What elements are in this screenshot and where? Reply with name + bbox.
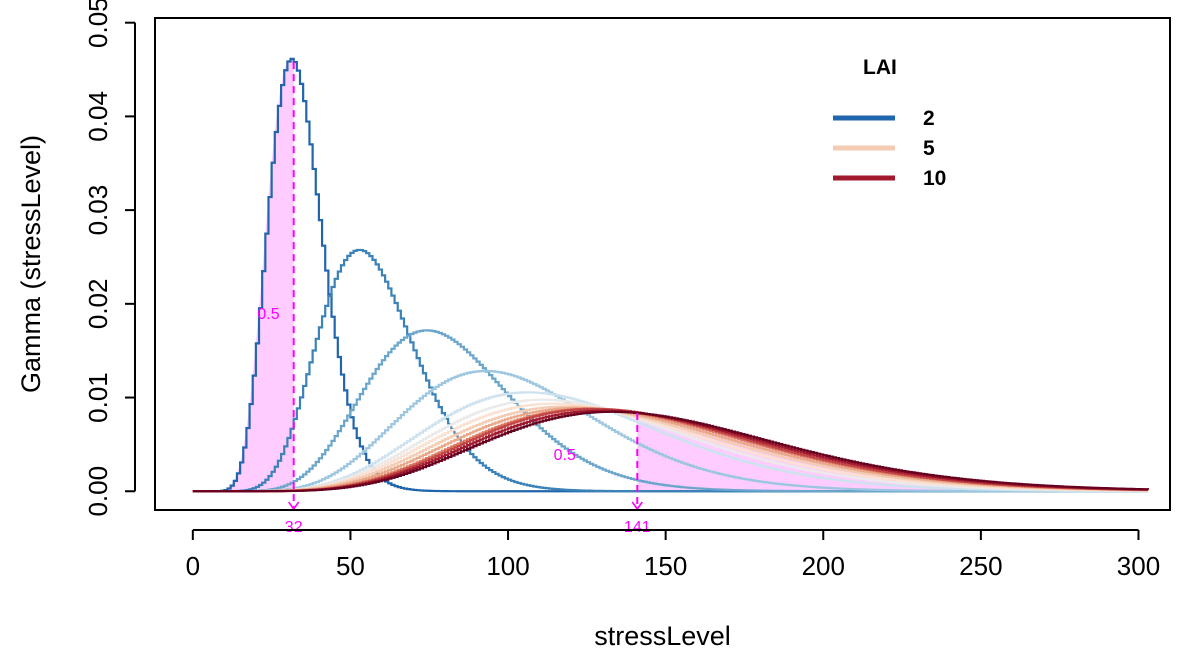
y-tick-label: 0.05: [83, 0, 113, 48]
y-axis: 0.00 0.01 0.02 0.03 0.04 0.05: [83, 0, 136, 517]
y-tick-label: 0.04: [83, 91, 113, 142]
legend-label-5: 5: [923, 137, 935, 160]
area-label-1: 0.5: [257, 306, 279, 323]
shaded-area-right: [637, 413, 1148, 492]
legend-label-10: 10: [923, 167, 946, 190]
shaded-area-left: [192, 58, 294, 492]
x-axis: 0 50 100 150 200 250 300: [186, 529, 1160, 581]
median-label-32: 32: [285, 519, 303, 536]
density-curve-5: [192, 391, 1150, 493]
x-tick-label: 300: [1117, 551, 1160, 581]
x-tick-label: 100: [486, 551, 529, 581]
legend-label-2: 2: [923, 107, 935, 130]
median-annotations: 32 0.5 141 0.5: [257, 62, 651, 536]
x-tick-label: 50: [336, 551, 365, 581]
x-tick-label: 0: [186, 551, 200, 581]
y-tick-label: 0.01: [83, 372, 113, 423]
legend-title: LAI: [863, 56, 897, 79]
density-curves: [192, 57, 1150, 493]
y-tick-label: 0.02: [83, 279, 113, 330]
x-tick-label: 150: [644, 551, 687, 581]
y-axis-title: Gamma (stressLevel): [16, 135, 46, 393]
median-label-141: 141: [624, 519, 651, 536]
density-curve-4: [192, 369, 1148, 493]
shaded-areas: [192, 58, 1148, 492]
x-tick-label: 250: [959, 551, 1002, 581]
x-tick-label: 200: [802, 551, 845, 581]
x-axis-title: stressLevel: [594, 621, 731, 651]
plot-frame: [154, 17, 1171, 511]
area-label-2: 0.5: [554, 447, 576, 464]
y-tick-label: 0.03: [83, 185, 113, 236]
median-arrow-32: [288, 501, 300, 511]
density-curve-13: [192, 410, 1150, 493]
legend: LAI 2 5 10: [833, 56, 946, 190]
y-tick-label: 0.00: [83, 466, 113, 517]
